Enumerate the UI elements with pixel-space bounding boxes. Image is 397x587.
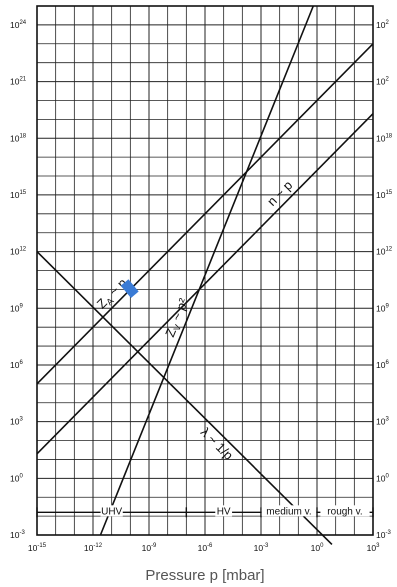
y-tick-label-left: 1021 [10, 77, 27, 87]
y-tick-label-right: 102 [376, 77, 389, 87]
x-tick-label: 10-6 [198, 543, 213, 553]
y-tick-label-right: 102 [376, 20, 389, 30]
x-tick-label: 10-12 [84, 543, 103, 553]
y-tick-label-right: 10-3 [376, 530, 391, 540]
y-tick-label-right: 100 [376, 473, 389, 483]
series-line-1 [36, 113, 374, 455]
x-tick-label: 103 [367, 543, 380, 553]
x-axis-title: Pressure p [mbar] [145, 567, 264, 584]
y-tick-label-left: 106 [10, 360, 23, 370]
plot-frame [36, 5, 374, 536]
regime-label-bg [215, 505, 233, 517]
regime-label-bg [100, 505, 123, 517]
y-tick-label-left: 1024 [10, 20, 27, 30]
regime-label-2: medium v. [266, 506, 311, 517]
y-tick-label-left: 1012 [10, 247, 27, 257]
x-tick-label: 10-3 [254, 543, 269, 553]
y-tick-label-right: 103 [376, 417, 389, 427]
y-tick-label-left: 109 [10, 303, 23, 313]
series-line-2 [99, 5, 315, 536]
grid [36, 5, 374, 536]
y-tick-label-right: 1015 [376, 190, 393, 200]
y-tick-label-left: 10-3 [10, 530, 25, 540]
y-tick-label-right: 1012 [376, 247, 393, 257]
series-lines [36, 5, 374, 546]
y-tick-label-left: 1015 [10, 190, 27, 200]
highlight-marker [120, 279, 139, 298]
y-tick-label-left: 100 [10, 473, 23, 483]
y-tick-label-right: 1018 [376, 133, 393, 143]
series-line-3 [36, 251, 333, 546]
regime-label-bg [261, 505, 317, 517]
y-tick-label-right: 106 [376, 360, 389, 370]
x-tick-label: 10-15 [28, 543, 47, 553]
x-tick-label: 10-9 [142, 543, 157, 553]
series-line-0 [36, 43, 374, 385]
regime-label-3: rough v. [327, 506, 362, 517]
x-tick-label: 100 [311, 543, 324, 553]
y-tick-label-left: 1018 [10, 133, 27, 143]
y-tick-label-left: 103 [10, 417, 23, 427]
tick-labels: 10-15 10-12 10-9 10-6 10-3 100 103 1024 1021 1018… [10, 20, 393, 553]
regime-label-1: HV [217, 506, 231, 517]
y-tick-label-right: 109 [376, 303, 389, 313]
regime-label-0: UHV [101, 506, 122, 517]
regime-label-bg [320, 505, 370, 517]
